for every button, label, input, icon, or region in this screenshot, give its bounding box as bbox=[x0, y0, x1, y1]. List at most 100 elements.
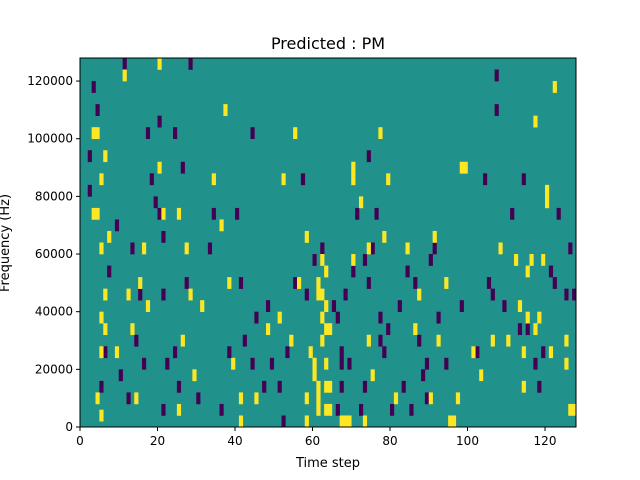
x-tick-label: 100 bbox=[456, 434, 479, 448]
heatmap-cell-high bbox=[103, 150, 108, 163]
heatmap-cell-high bbox=[192, 369, 197, 382]
heatmap-cell-high bbox=[521, 380, 526, 393]
heatmap-cell-high bbox=[386, 173, 391, 186]
heatmap-cell-high bbox=[328, 323, 333, 336]
heatmap-cell-low bbox=[436, 311, 441, 324]
heatmap-cell-low bbox=[87, 184, 92, 197]
heatmap-cell-low bbox=[417, 334, 422, 347]
heatmap-cell-high bbox=[142, 242, 147, 255]
heatmap-cell-high bbox=[328, 380, 333, 393]
heatmap-cell-high bbox=[370, 369, 375, 382]
heatmap-cell-high bbox=[525, 265, 530, 278]
heatmap-cell-high bbox=[219, 219, 224, 232]
heatmap-cell-low bbox=[359, 403, 364, 416]
heatmap-cell-high bbox=[238, 415, 244, 427]
heatmap-cell-high bbox=[95, 392, 100, 405]
heatmap-cell-high bbox=[324, 403, 329, 416]
heatmap-cell-low bbox=[525, 323, 530, 336]
heatmap-cell-high bbox=[107, 230, 112, 243]
heatmap-cell-low bbox=[510, 207, 515, 220]
heatmap-cell-low bbox=[176, 380, 182, 393]
heatmap-cell-low bbox=[87, 150, 92, 163]
heatmap-cell-low bbox=[386, 323, 391, 336]
heatmap-cell-high bbox=[471, 346, 476, 359]
heatmap-cell-low bbox=[138, 288, 143, 301]
heatmap-cell-high bbox=[176, 207, 182, 220]
heatmap-cell-high bbox=[145, 300, 151, 312]
heatmap-cell-low bbox=[339, 357, 344, 370]
heatmap-cell-high bbox=[459, 161, 464, 174]
heatmap-cell-low bbox=[494, 104, 499, 116]
plot-frame bbox=[79, 57, 577, 428]
heatmap-cell-low bbox=[459, 300, 464, 312]
heatmap-cell-high bbox=[533, 115, 538, 128]
heatmap-cell-high bbox=[339, 415, 344, 427]
heatmap-cell-high bbox=[308, 346, 313, 359]
heatmap-cell-low bbox=[339, 346, 344, 359]
y-tick-label: 0 bbox=[65, 420, 73, 434]
x-tick-label: 0 bbox=[76, 434, 84, 448]
heatmap-cell-low bbox=[91, 81, 96, 93]
heatmap-cell-low bbox=[486, 277, 492, 289]
heatmap-cell-high bbox=[529, 254, 534, 266]
x-axis-label: Time step bbox=[295, 456, 360, 471]
heatmap-cell-low bbox=[564, 288, 569, 301]
heatmap-cell-high bbox=[227, 277, 232, 289]
heatmap-cell-low bbox=[285, 346, 290, 359]
heatmap-cell-low bbox=[122, 58, 127, 70]
heatmap-cell-low bbox=[343, 288, 348, 301]
heatmap-cell-low bbox=[556, 207, 561, 220]
heatmap-cell-low bbox=[490, 288, 495, 301]
heatmap-cell-low bbox=[149, 173, 154, 186]
heatmap-cell-high bbox=[180, 334, 185, 347]
heatmap-cell-low bbox=[107, 265, 112, 278]
heatmap-cell-high bbox=[184, 242, 189, 255]
heatmap-cell-low bbox=[378, 334, 383, 347]
heatmap-cell-low bbox=[432, 242, 437, 255]
heatmap-cell-high bbox=[359, 196, 364, 209]
heatmap-cell-high bbox=[417, 288, 422, 301]
heatmap-cell-low bbox=[335, 403, 340, 416]
heatmap-cell-high bbox=[99, 311, 104, 324]
y-tick-label: 120000 bbox=[27, 74, 73, 88]
heatmap-cell-high bbox=[564, 357, 569, 370]
heatmap-cell-high bbox=[324, 323, 329, 336]
x-axis: 0 20 40 60 80 100 120 bbox=[76, 427, 556, 448]
heatmap-cell-high bbox=[362, 415, 368, 427]
heatmap-cell-low bbox=[362, 254, 368, 266]
heatmap-cell-low bbox=[114, 219, 120, 232]
heatmap-cell-low bbox=[517, 323, 523, 336]
heatmap-cell-low bbox=[180, 161, 185, 174]
heatmap-cell-high bbox=[463, 161, 468, 174]
heatmap-cell-low bbox=[157, 115, 162, 128]
heatmap-cell-low bbox=[145, 127, 151, 140]
heatmap-cell-high bbox=[351, 173, 356, 186]
heatmap-cell-high bbox=[103, 323, 108, 336]
heatmap-cell-low bbox=[300, 173, 306, 186]
heatmap-cell-high bbox=[254, 392, 259, 405]
heatmap-cell-low bbox=[533, 357, 538, 370]
heatmap-cell-high bbox=[304, 392, 309, 405]
heatmap-cell-high bbox=[312, 357, 317, 370]
heatmap-cell-low bbox=[184, 277, 189, 289]
heatmap-cell-high bbox=[525, 311, 530, 324]
heatmap-cell-high bbox=[533, 323, 538, 336]
heatmap-cell-high bbox=[95, 207, 100, 220]
heatmap-cell-low bbox=[165, 357, 170, 370]
heatmap-cell-low bbox=[382, 346, 387, 359]
heatmap-cell-high bbox=[351, 254, 356, 266]
heatmap-cell-high bbox=[138, 277, 143, 289]
heatmap-cell-high bbox=[157, 58, 162, 70]
heatmap-cell-high bbox=[320, 334, 325, 347]
heatmap-cell-high bbox=[176, 403, 182, 416]
heatmap-cell-high bbox=[366, 334, 371, 347]
heatmap-cell-low bbox=[142, 357, 147, 370]
heatmap-cell-high bbox=[99, 409, 104, 422]
heatmap-cell-high bbox=[564, 334, 569, 347]
chart-title: Predicted : PM bbox=[271, 34, 385, 53]
heatmap-cell-low bbox=[293, 277, 298, 289]
heatmap-cell-low bbox=[235, 207, 240, 220]
heatmap-cell-low bbox=[355, 207, 360, 220]
heatmap-cell-high bbox=[548, 346, 554, 359]
heatmap-cell-high bbox=[324, 357, 329, 370]
